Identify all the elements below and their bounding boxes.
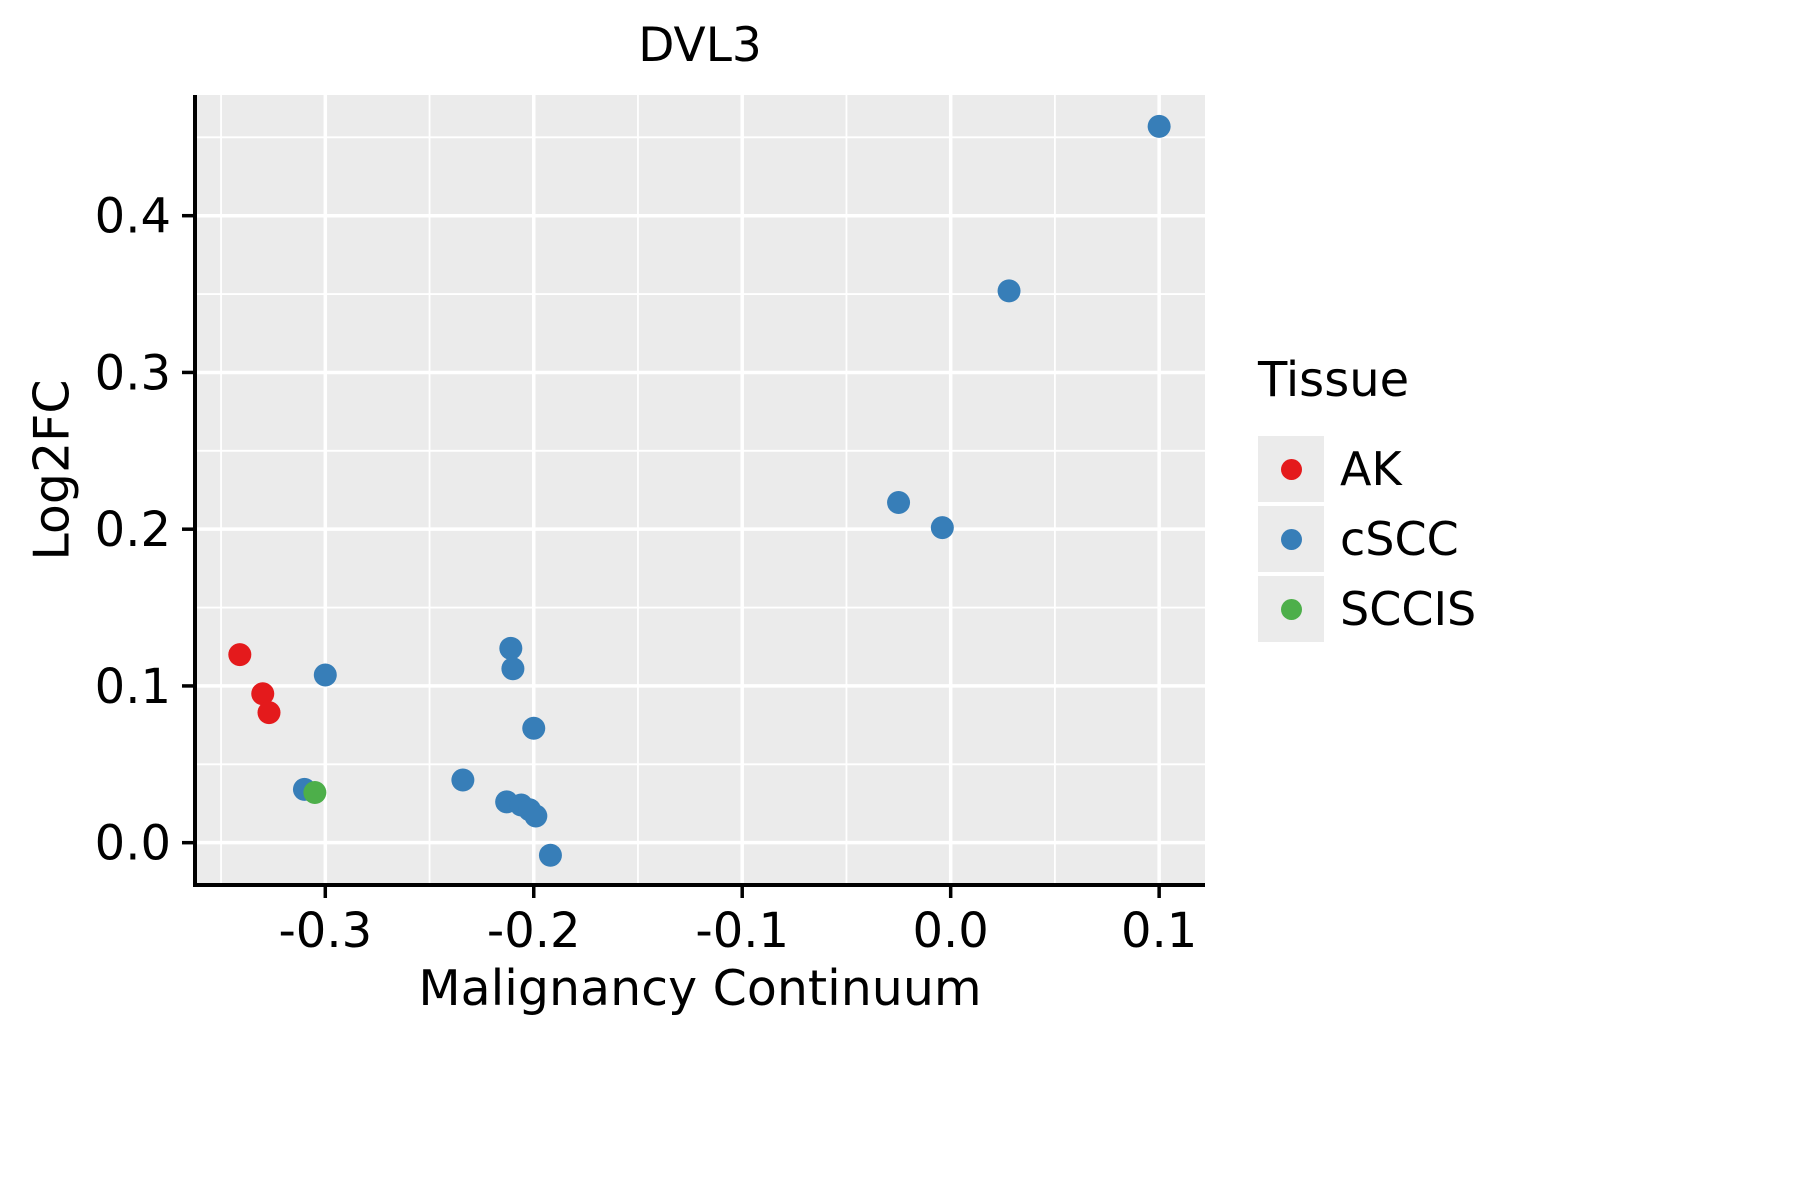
data-point-cscc (997, 279, 1021, 303)
legend-title: Tissue (1258, 352, 1410, 408)
legend-label: cSCC (1340, 512, 1459, 566)
data-point-cscc (451, 768, 475, 792)
y-tick-label: 0.3 (95, 345, 171, 401)
data-point-ak (257, 701, 281, 725)
data-point-ak (251, 682, 275, 706)
data-point-cscc (522, 716, 546, 740)
legend-label: AK (1340, 442, 1402, 496)
legend-key (1258, 576, 1324, 642)
x-tick-label: 0.0 (913, 903, 989, 959)
data-point-ak (228, 643, 252, 667)
ak-dot-icon (1280, 458, 1302, 480)
x-tick-label: -0.2 (487, 903, 581, 959)
data-point-cscc (499, 636, 523, 660)
legend-key (1258, 436, 1324, 502)
legend-label: SCCIS (1340, 582, 1477, 636)
data-point-cscc (313, 663, 337, 687)
data-point-cscc (1147, 114, 1171, 138)
data-point-cscc (538, 843, 562, 867)
y-tick-label: 0.1 (95, 659, 171, 715)
y-tick-label: 0.2 (95, 502, 171, 558)
sccis-dot-icon (1280, 598, 1302, 620)
x-axis-label: Malignancy Continuum (418, 960, 982, 1017)
plot-panel (195, 95, 1205, 885)
legend-item-cscc: cSCC (1258, 506, 1476, 572)
legend-key (1258, 506, 1324, 572)
legend: Tissue AK cSCC SCCIS (1258, 352, 1476, 646)
x-tick-label: -0.3 (278, 903, 372, 959)
x-tick-label: -0.1 (695, 903, 789, 959)
y-tick-label: 0.0 (95, 816, 171, 872)
data-point-cscc (930, 516, 954, 540)
y-axis-label: Log2FC (23, 379, 81, 561)
y-tick-label: 0.4 (95, 189, 171, 245)
chart-title: DVL3 (638, 18, 762, 73)
legend-item-ak: AK (1258, 436, 1476, 502)
cscc-dot-icon (1280, 528, 1302, 550)
data-point-sccis (303, 781, 327, 805)
data-point-cscc (887, 491, 911, 515)
legend-item-sccis: SCCIS (1258, 576, 1476, 642)
x-tick-label: 0.1 (1121, 903, 1197, 959)
data-point-cscc (524, 804, 548, 828)
data-point-cscc (501, 657, 525, 681)
